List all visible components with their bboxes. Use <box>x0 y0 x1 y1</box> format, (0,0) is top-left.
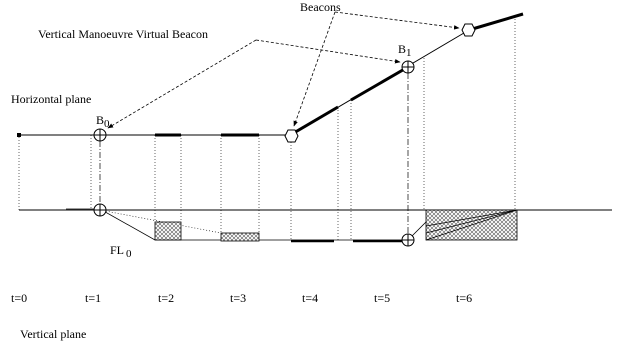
time-label: t=2 <box>158 291 174 305</box>
b1-label: B1 <box>398 42 412 59</box>
beacon-hexagon-icon <box>461 23 476 37</box>
vertical-profile <box>19 208 612 243</box>
beacons-label: Beacons <box>300 0 341 14</box>
start-point-marker <box>17 133 21 137</box>
beacons-arrow-to-hexagon-left <box>293 11 336 127</box>
beacon-projection-lines <box>99 73 409 234</box>
b1-label-main: B <box>398 42 406 56</box>
b1-label-sub: 1 <box>406 47 412 59</box>
vertical-dotted-guide <box>99 209 222 234</box>
fl0-label-main: FL <box>110 243 124 257</box>
b0-label-main: B <box>96 113 104 127</box>
time-label: t=6 <box>456 291 472 305</box>
horizontal-plane-label: Horizontal plane <box>11 92 91 106</box>
time-label: t=3 <box>230 291 246 305</box>
b0-vertical-beacon-icon <box>93 203 107 217</box>
vertical-plane-label: Vertical plane <box>20 327 86 341</box>
time-label: t=5 <box>374 291 390 305</box>
b1-beacon-icon <box>401 60 415 74</box>
time-label: t=1 <box>85 291 101 305</box>
vmvb-arrow-to-b1 <box>255 39 401 64</box>
vmvb-label: Vertical Manoeuvre Virtual Beacon <box>38 27 208 41</box>
bold-segment <box>291 105 339 136</box>
beacons-arrow-to-hexagon-right <box>334 11 460 30</box>
time-label: t=4 <box>302 291 318 305</box>
fl0-label: FL 0 <box>110 243 132 260</box>
bold-segment <box>350 65 409 102</box>
time-label: t=0 <box>11 291 27 305</box>
vmvb-hexagon-icon <box>284 129 299 143</box>
fl0-label-sub: 0 <box>126 248 132 260</box>
b0-label: B0 <box>96 113 110 130</box>
vmvb-arrow-to-b0 <box>107 39 257 129</box>
time-projection-lines <box>18 16 516 241</box>
horizontal-trajectory <box>17 12 524 137</box>
b0-label-sub: 0 <box>104 118 110 130</box>
hatched-block-t2 <box>154 221 182 241</box>
annotation-arrows <box>107 11 460 129</box>
t6-climb-lines <box>425 209 612 241</box>
b1-vertical-beacon-icon <box>401 233 415 247</box>
bold-segment <box>468 12 524 32</box>
b0-beacon-icon <box>93 128 107 142</box>
time-axis-labels: t=0 t=1 t=2 t=3 t=4 t=5 t=6 <box>11 291 472 305</box>
hatched-block-t3 <box>220 232 260 242</box>
